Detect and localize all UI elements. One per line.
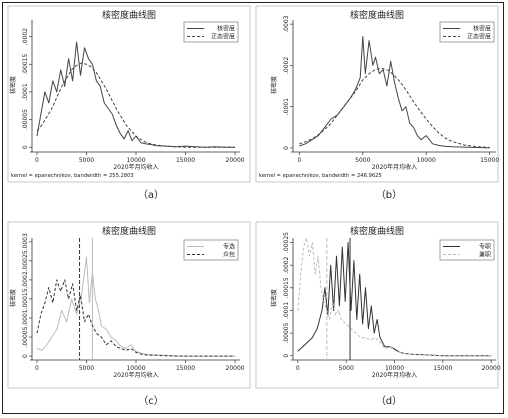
y-tick-label: .0001 [22, 309, 29, 326]
y-tick-label: .00005 [22, 109, 29, 130]
kernel-note: kernel = epanechnikov, bandwidth = 246.9… [259, 173, 382, 179]
y-tick-label: .00015 [22, 54, 29, 75]
x-tick-label: 15000 [433, 365, 452, 372]
chart-title: 核密度曲线图 [350, 225, 404, 237]
figure-frame [2, 2, 504, 414]
x-tick-label: 0 [297, 157, 301, 164]
y-tick-label: .0001 [283, 302, 290, 319]
x-axis-label: 2020年月均收入 [113, 371, 158, 379]
chart-title: 核密度曲线图 [102, 225, 156, 237]
x-tick-label: 10000 [385, 365, 404, 372]
y-tick-label: .0003 [283, 15, 290, 32]
panel-caption: （c） [138, 395, 164, 407]
y-tick-label: 0 [283, 354, 290, 358]
y-tick-label: 0 [283, 146, 290, 150]
series-line-2 [36, 279, 235, 357]
chart-panel-3: 核密度曲线图 0 .00005.0001.00015.0002.00025.0003… [7, 221, 251, 389]
y-axis-label: 核密度 [270, 289, 278, 307]
y-tick-label: .00025 [22, 250, 29, 271]
x-tick-label: 0 [296, 365, 300, 372]
x-tick-label: 10000 [417, 157, 436, 164]
y-axis-label: 核密度 [9, 289, 17, 307]
x-tick-label: 0 [35, 365, 39, 372]
y-tick-label: .0002 [283, 256, 290, 273]
x-tick-label: 0 [35, 157, 39, 164]
y-tick-label: .0002 [283, 57, 290, 74]
y-tick-label: .0003 [22, 233, 29, 250]
x-tick-label: 5000 [339, 365, 354, 372]
chart-panel-2: 核密度曲线图 0 .0001 .0002 .0003 0 5000 10000 15000 202… [255, 5, 499, 183]
kernel-note: kernel = epanechnikov, bandwidth = 255.2… [11, 173, 134, 179]
y-axis-label: 核密度 [270, 76, 278, 94]
legend-entry: 核密度 [217, 25, 235, 33]
legend-entry: 核密度 [473, 25, 491, 33]
legend-entry: 专职 [479, 243, 491, 251]
y-tick-label: .00005 [283, 322, 290, 343]
x-tick-label: 5000 [355, 157, 370, 164]
chart-title: 核密度曲线图 [102, 9, 156, 21]
legend-entry: 专选 [223, 243, 235, 251]
series-line-2 [299, 67, 490, 148]
x-tick-label: 15000 [176, 157, 195, 164]
x-tick-label: 10000 [126, 157, 145, 164]
series-line-2 [36, 62, 235, 148]
y-tick-label: .00005 [22, 326, 29, 347]
y-tick-label: .0002 [22, 271, 29, 288]
x-tick-label: 10000 [126, 365, 145, 372]
y-tick-label: .00015 [283, 277, 290, 298]
y-tick-label: .0002 [22, 28, 29, 45]
legend-entry: 众包 [223, 251, 235, 259]
x-tick-label: 5000 [79, 157, 94, 164]
chart-title: 核密度曲线图 [350, 9, 404, 21]
y-tick-label: 0 [22, 354, 29, 358]
chart-panel-4: 核密度曲线图 0 .00005 .0001 .00015 .0002 .00025 0 5000… [255, 221, 501, 389]
series-line-2 [297, 237, 492, 357]
y-tick-label: .0001 [22, 83, 29, 100]
x-tick-label: 20000 [226, 157, 245, 164]
legend-entry: 正态密度 [211, 33, 235, 41]
y-axis-label: 核密度 [9, 76, 17, 94]
x-tick-label: 20000 [226, 365, 245, 372]
chart-panel-1: 核密度曲线图 0 .00005 .0001 .00015 .0002 0 5000 10000 1… [7, 5, 251, 183]
x-axis-label: 2020年月均收入 [113, 163, 158, 171]
panel-caption: （b） [376, 189, 402, 201]
x-axis-label: 2020年月均收入 [372, 163, 417, 171]
x-tick-label: 5000 [79, 365, 94, 372]
y-tick-label: 0 [22, 145, 29, 149]
y-tick-label: .00015 [22, 288, 29, 309]
x-axis-label: 2020年月均收入 [372, 371, 417, 379]
y-tick-label: .00025 [283, 232, 290, 253]
panel-caption: （a） [138, 189, 164, 201]
legend-entry: 正态密度 [467, 33, 491, 41]
x-tick-label: 15000 [480, 157, 499, 164]
x-tick-label: 15000 [176, 365, 195, 372]
y-tick-label: .0001 [283, 98, 290, 115]
x-tick-label: 20000 [482, 365, 501, 372]
legend-entry: 兼职 [479, 251, 491, 259]
panel-caption: （d） [376, 395, 402, 407]
